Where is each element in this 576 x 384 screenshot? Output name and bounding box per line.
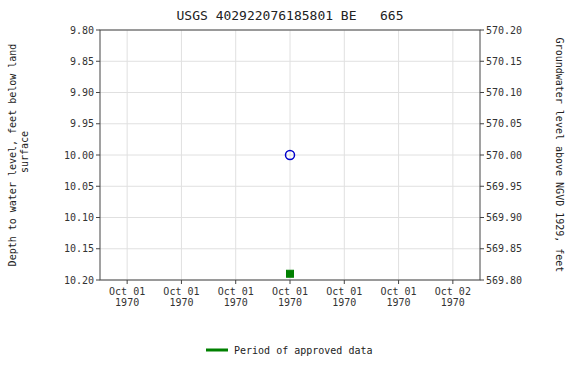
tick (398, 280, 399, 284)
tick-label: 569.95 (486, 181, 522, 192)
grid-line (181, 30, 182, 280)
tick (181, 280, 182, 284)
grid-line (344, 30, 345, 280)
y2-axis-label: Groundwater level above NGVD 1929, feet (554, 38, 565, 273)
tick-label: 570.10 (486, 87, 522, 98)
tick (452, 280, 453, 284)
point (287, 270, 294, 277)
y-axis-label: Depth to water level, feet below land su… (7, 44, 30, 267)
tick-label: 9.85 (70, 56, 94, 67)
tick-label: Oct 011970 (326, 286, 362, 308)
tick-label: 10.20 (64, 275, 94, 286)
tick-label: 9.80 (70, 25, 94, 36)
plot-frame (100, 30, 480, 280)
legend: Period of approved data (206, 345, 372, 356)
point (286, 151, 295, 160)
tick (96, 217, 100, 218)
grid-line (127, 30, 128, 280)
tick (96, 155, 100, 156)
tick (290, 280, 291, 284)
tick-label: 10.10 (64, 212, 94, 223)
tick (96, 61, 100, 62)
title: USGS 402922076185801 BE 665 (177, 8, 404, 23)
tick-label: Oct 011970 (218, 286, 254, 308)
tick (96, 92, 100, 93)
tick-label: 570.20 (486, 25, 522, 36)
grid-line (452, 30, 453, 280)
grid (100, 30, 480, 280)
tick (480, 280, 484, 281)
tick (96, 30, 100, 31)
tick (480, 186, 484, 187)
axes: 9.80 9.85 9.90 9.95 10.00 10.05 10.10 10.15 10.2… (64, 25, 522, 309)
grid-line (398, 30, 399, 280)
tick (96, 186, 100, 187)
tick-label: 10.05 (64, 181, 94, 192)
tick (96, 280, 100, 281)
tick-label: 10.15 (64, 243, 94, 254)
tick-label: 569.90 (486, 212, 522, 223)
tick-label: 569.85 (486, 243, 522, 254)
legend-swatch (206, 349, 228, 352)
tick (344, 280, 345, 284)
tick (127, 280, 128, 284)
tick-label: 570.00 (486, 150, 522, 161)
tick-label: 10.00 (64, 150, 94, 161)
tick-label: Oct 021970 (435, 286, 471, 308)
tick (480, 30, 484, 31)
tick (480, 61, 484, 62)
tick (480, 248, 484, 249)
tick (480, 92, 484, 93)
tick-label: Oct 011970 (163, 286, 199, 308)
tick (96, 248, 100, 249)
legend-label: Period of approved data (234, 345, 372, 356)
data (286, 151, 295, 278)
background (0, 0, 576, 384)
tick-label: 569.80 (486, 275, 522, 286)
tick-label: 570.05 (486, 118, 522, 129)
tick (480, 123, 484, 124)
grid-line (235, 30, 236, 280)
tick-label: Oct 011970 (272, 286, 308, 308)
grid-line (290, 30, 291, 280)
tick-label: 9.90 (70, 87, 94, 98)
tick-label: 9.95 (70, 118, 94, 129)
tick (96, 123, 100, 124)
tick (480, 155, 484, 156)
tick (235, 280, 236, 284)
chart: 9.80 9.85 9.90 9.95 10.00 10.05 10.10 10.15 10.2… (0, 0, 576, 384)
tick-label: Oct 011970 (109, 286, 145, 308)
tick-label: Oct 011970 (381, 286, 417, 308)
tick-label: 570.15 (486, 56, 522, 67)
tick (480, 217, 484, 218)
